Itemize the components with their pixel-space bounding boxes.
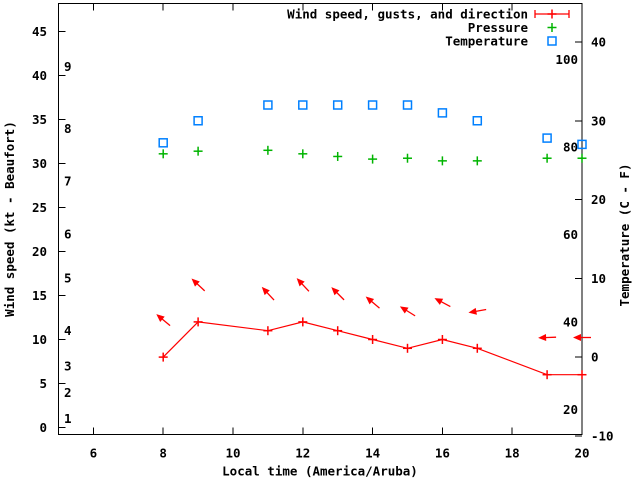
wind-arrow-head — [573, 334, 581, 341]
wind-arrow-head — [296, 278, 305, 287]
kt-tick-label: 40 — [32, 68, 47, 83]
temperature-point — [437, 108, 448, 118]
plot-border — [58, 3, 583, 435]
kt-tick-label: 5 — [39, 376, 47, 391]
wind-arrow-shaft — [160, 317, 171, 327]
celsius-tick-label: -10 — [591, 428, 614, 443]
wind-arrow-shaft — [369, 299, 380, 309]
kt-tick-label: 35 — [32, 112, 47, 127]
temperature-point — [367, 100, 378, 110]
wind-arrow-head — [399, 306, 409, 314]
legend-label: Pressure — [468, 20, 529, 35]
celsius-tick-label: 30 — [591, 113, 606, 128]
wind-arrow-head — [538, 334, 547, 342]
wind-arrow-shaft — [335, 290, 345, 301]
x-tick-label: 14 — [365, 446, 380, 461]
beaufort-scale-label: 7 — [64, 174, 72, 189]
legend-temperature-marker — [547, 36, 557, 46]
celsius-tick-label: 40 — [591, 35, 606, 50]
wind-speed-series — [158, 317, 587, 380]
axes: 6 8 10 12 14 16 18 2005101520253035404512345678… — [2, 3, 632, 479]
wind-arrow-head — [261, 286, 270, 296]
y-axis-title-right: Temperature (C - F) — [617, 164, 632, 307]
temperature-point — [332, 100, 343, 110]
temperature-point — [298, 100, 308, 110]
kt-tick-label: 20 — [32, 244, 47, 259]
fahrenheit-scale-label: 60 — [563, 227, 578, 242]
fahrenheit-scale-label: 20 — [563, 402, 578, 417]
legend-label: Wind speed, gusts, and direction — [287, 7, 528, 22]
beaufort-scale-label: 1 — [64, 411, 72, 426]
wind-arrow-head — [331, 287, 340, 296]
kt-tick-label: 30 — [32, 156, 47, 171]
x-tick-label: 8 — [159, 446, 167, 461]
beaufort-scale-label: 4 — [64, 323, 72, 338]
kt-tick-label: 15 — [32, 288, 47, 303]
fahrenheit-scale-label: 80 — [563, 140, 578, 155]
wind-arrow-shaft — [265, 290, 275, 301]
legend: Wind speed, gusts, and directionPressure… — [287, 7, 570, 49]
x-tick-label: 20 — [574, 446, 589, 461]
wind-arrow-head — [468, 307, 477, 315]
x-axis-title: Local time (America/Aruba) — [222, 464, 418, 479]
beaufort-scale-label: 5 — [64, 270, 72, 285]
wind-direction-arrows — [156, 278, 591, 342]
celsius-tick-label: 0 — [591, 350, 599, 365]
beaufort-scale-label: 6 — [64, 226, 72, 241]
temperature-point — [263, 100, 273, 110]
temperature-point — [158, 138, 168, 148]
temperature-point — [193, 116, 203, 126]
wind-arrow-head — [365, 296, 375, 305]
x-tick-label: 10 — [225, 446, 240, 461]
kt-tick-label: 0 — [39, 420, 47, 435]
temperature-point — [472, 116, 483, 126]
beaufort-scale-label: 2 — [64, 385, 72, 400]
x-tick-label: 18 — [505, 446, 520, 461]
celsius-tick-label: 20 — [591, 192, 606, 207]
fahrenheit-scale-label: 100 — [555, 52, 578, 67]
beaufort-scale-label: 9 — [64, 59, 72, 74]
kt-tick-label: 25 — [32, 200, 47, 215]
wind-arrow-head — [191, 278, 200, 287]
legend-label: Temperature — [445, 34, 528, 49]
temperature-point — [402, 100, 413, 110]
wind-arrow-head — [156, 314, 165, 322]
wind-speed-line — [162, 321, 582, 376]
kt-tick-label: 45 — [32, 24, 47, 39]
fahrenheit-scale-label: 40 — [563, 315, 578, 330]
wind-arrow-shaft — [404, 308, 416, 317]
beaufort-scale-label: 3 — [64, 358, 72, 373]
temperature-series — [158, 100, 587, 150]
pressure-series — [158, 145, 587, 166]
wind-arrow-head — [434, 298, 444, 305]
beaufort-scale-label: 8 — [64, 121, 72, 136]
wind-arrow-shaft — [195, 282, 206, 292]
temperature-point — [542, 133, 552, 143]
x-tick-label: 16 — [435, 446, 450, 461]
y-axis-title-left: Wind speed (kt - Beaufort) — [2, 121, 17, 317]
celsius-tick-label: 10 — [591, 271, 606, 286]
x-tick-label: 6 — [90, 446, 98, 461]
x-tick-label: 12 — [295, 446, 310, 461]
temperature-point — [577, 139, 587, 150]
kt-tick-label: 10 — [32, 332, 47, 347]
